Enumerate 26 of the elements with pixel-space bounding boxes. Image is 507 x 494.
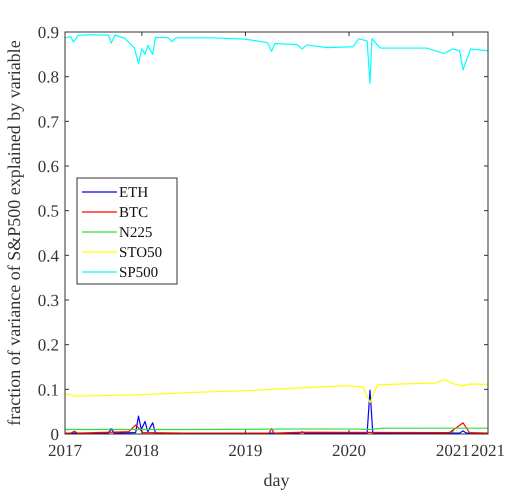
y-tick-label: 0.4 [38,246,60,266]
y-tick-label: 0.8 [38,68,59,87]
x-tick-label: 2021 [436,441,470,460]
x-tick-label: 2019 [228,441,262,460]
legend-label: SP500 [119,265,158,281]
y-tick-label: 0.2 [38,336,59,355]
x-tick-label: 2020 [332,441,366,460]
y-tick-label: 0.5 [38,202,59,221]
line-series [64,422,489,434]
y-tick-label: 0.6 [38,157,59,176]
legend-label: STO50 [119,245,162,261]
legend-label: ETH [119,185,148,201]
x-tick-label: 2021 [471,441,505,460]
y-tick-label: 0.3 [38,291,59,310]
legend-label: BTC [119,205,148,221]
line-series [64,34,489,84]
x-tick-label: 2018 [124,441,159,460]
y-axis-title: fraction of variance of S&P500 explained by variable [4,40,24,426]
y-tick-label: 0 [50,425,59,444]
legend-label: N225 [119,225,152,241]
y-tick-label: 0.9 [38,23,59,42]
y-tick-label: 0.1 [38,380,59,400]
x-tick-label: 2017 [48,441,82,460]
line-series [64,378,489,404]
y-tick-label: 0.7 [38,112,60,132]
x-axis-title: day [264,470,290,490]
